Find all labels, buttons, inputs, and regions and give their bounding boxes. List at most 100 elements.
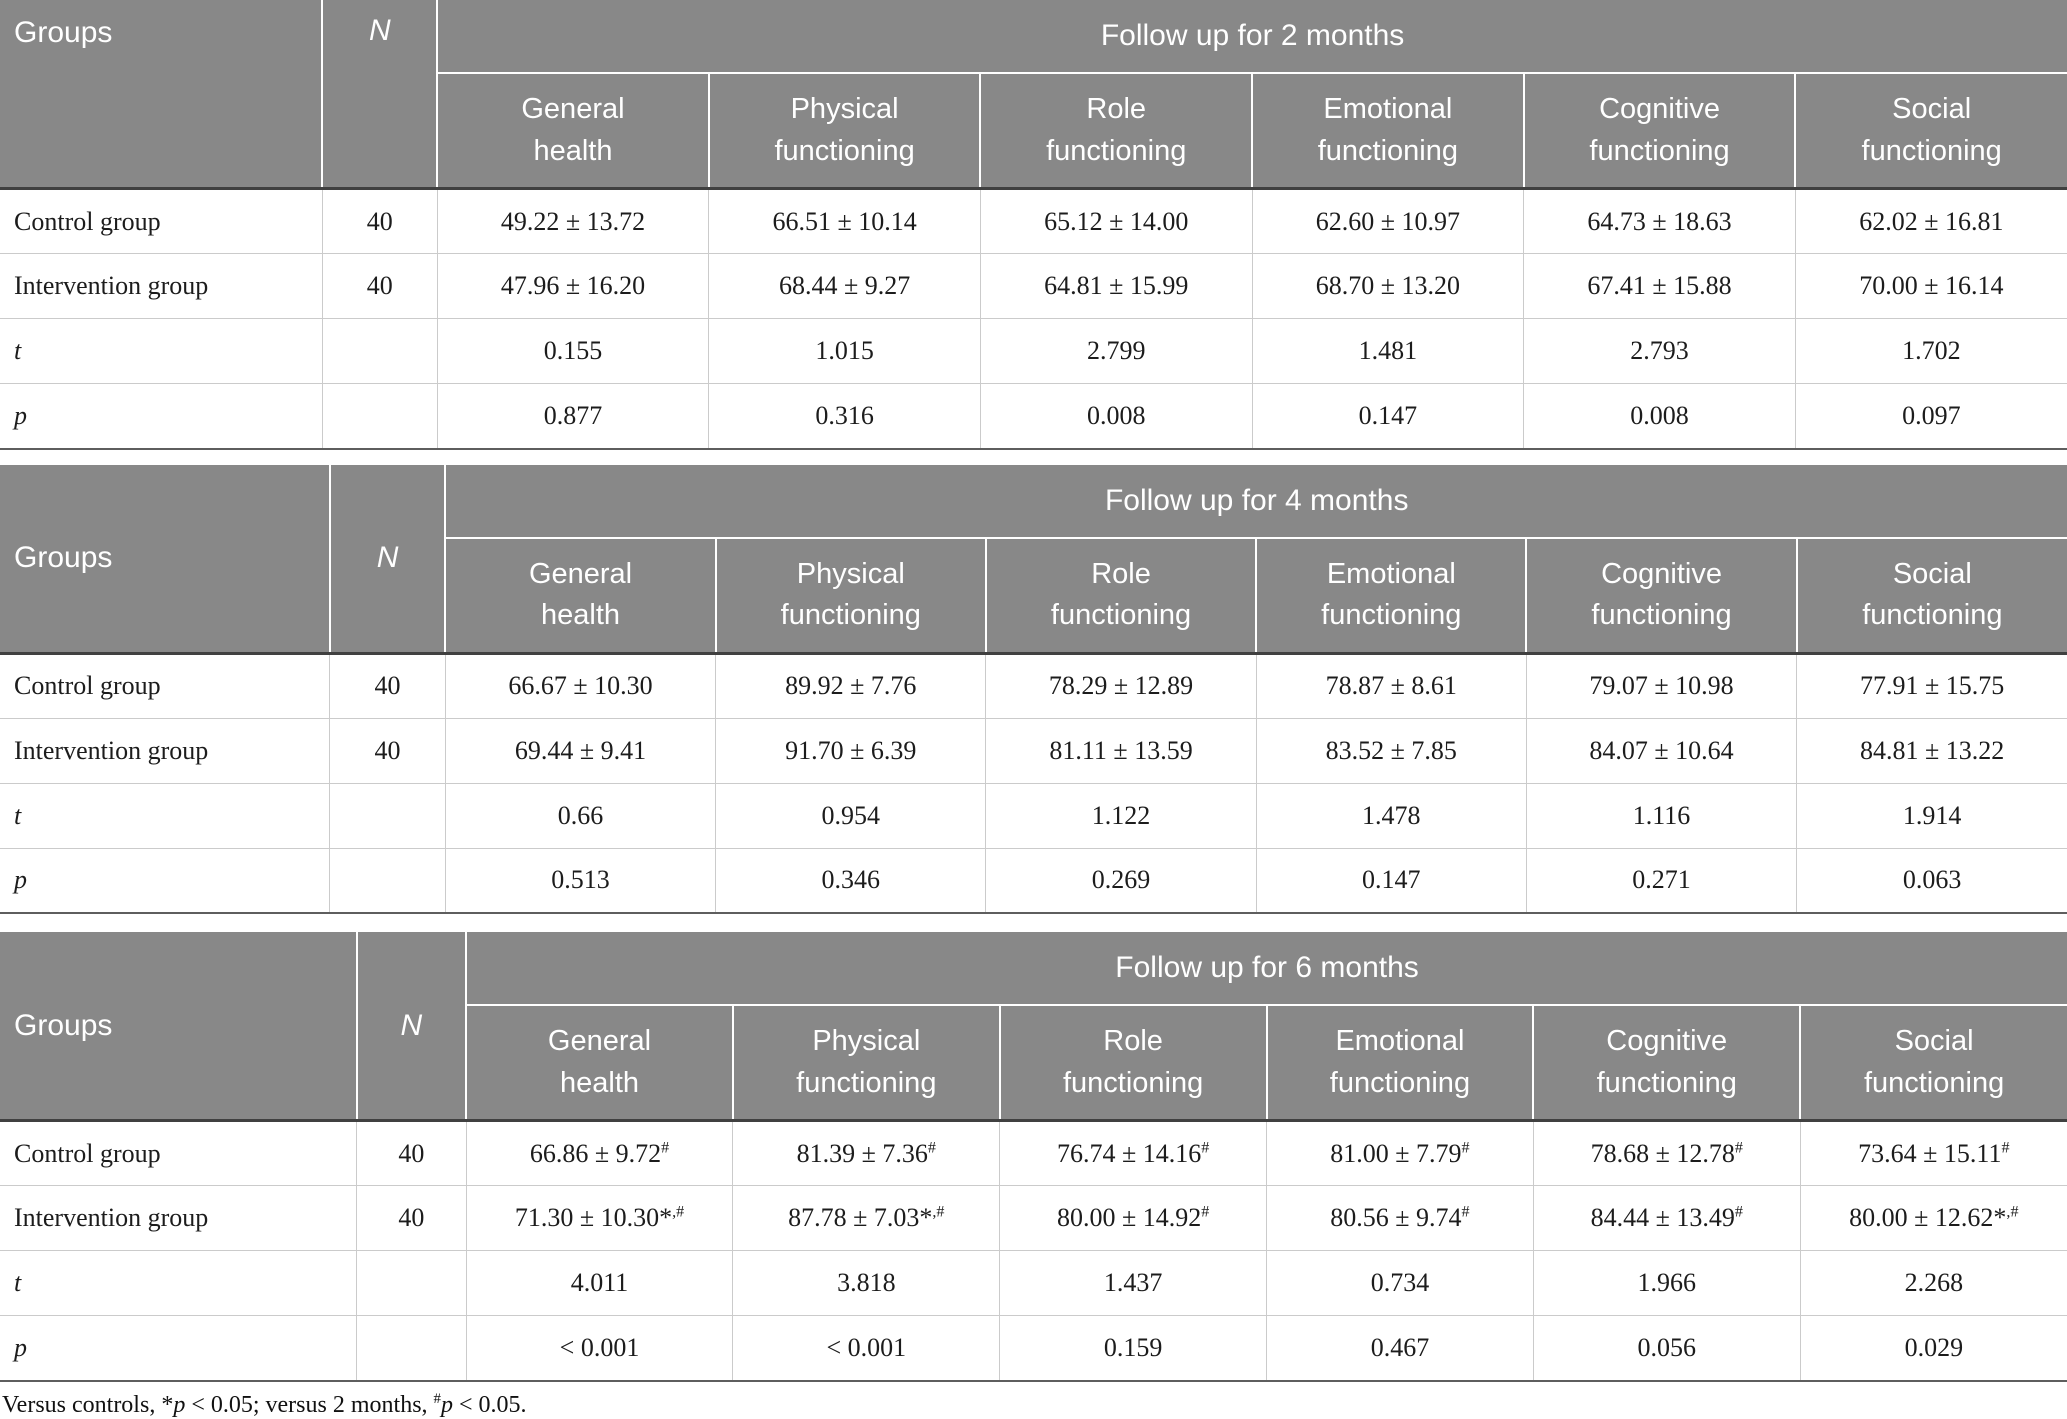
value-cell: 70.00 ± 16.14 — [1794, 253, 2067, 319]
measure-column-header: Physical functioning — [714, 537, 986, 655]
measure-column-label: Role functioning — [1062, 1025, 1204, 1099]
measure-header-row: General health Physical functioning Role f… — [0, 73, 2067, 190]
table-row: Intervention group 40 47.96 ± 16.20 68.44 ±… — [0, 253, 2067, 319]
value-cell: 66.86 ± 9.72# — [465, 1120, 733, 1186]
value-cell: < 0.001 — [732, 1315, 1000, 1382]
followup-title: Follow up for 2 months — [1100, 19, 1405, 52]
value-cell: 0.097 — [1794, 383, 2067, 450]
measure-column-label: Cognitive functioning — [1589, 93, 1730, 167]
groups-label: Groups — [14, 1008, 113, 1042]
value-cell: 1.481 — [1251, 318, 1524, 384]
measure-column-header: Emotional functioning — [1265, 1005, 1534, 1122]
value-cell: 0.346 — [715, 847, 986, 914]
measure-column-header: Role functioning — [984, 537, 1257, 655]
value-cell: < 0.001 — [465, 1315, 733, 1382]
groups-column-header: Groups — [0, 0, 323, 190]
table-row: Intervention group 40 69.44 ± 9.41 91.70 ± … — [0, 717, 2067, 783]
value-cell: 1.914 — [1796, 782, 2067, 848]
measure-column-header: Physical functioning — [731, 1005, 1000, 1122]
measure-column-label: Social functioning — [1862, 557, 2003, 631]
value-cell: 0.147 — [1251, 383, 1524, 450]
value-cell: 0.734 — [1266, 1250, 1534, 1316]
groups-label: Groups — [14, 541, 113, 574]
header-band-row: Groups N Follow up for 6 months — [0, 932, 2067, 1122]
tables-host: Groups N Follow up for 2 months General … — [0, 0, 2067, 1382]
table-row: Control group 40 49.22 ± 13.72 66.51 ± 10.1… — [0, 188, 2067, 254]
measure-column-label: Cognitive functioning — [1596, 1025, 1737, 1099]
value-cell: 84.81 ± 13.22 — [1796, 717, 2067, 783]
row-label: t — [0, 318, 323, 384]
value-cell: 1.116 — [1525, 782, 1797, 848]
value-cell: 0.877 — [436, 383, 709, 450]
header-band-row: Groups N Follow up for 4 months — [0, 464, 2067, 655]
measure-column-header: General health — [436, 73, 709, 190]
value-cell: 67.41 ± 15.88 — [1523, 253, 1796, 319]
n-cell — [356, 1315, 467, 1382]
followup-title: Follow up for 4 months — [1104, 483, 1409, 517]
value-cell: 78.29 ± 12.89 — [985, 652, 1257, 718]
measure-column-header: Role functioning — [998, 1005, 1267, 1122]
n-label: N — [368, 14, 391, 47]
measure-column-header: Cognitive functioning — [1525, 537, 1797, 655]
value-cell: 84.07 ± 10.64 — [1525, 717, 1797, 783]
value-cell: 0.159 — [999, 1315, 1267, 1382]
table-row: Intervention group 40 71.30 ± 10.30*,# 87.7… — [0, 1185, 2067, 1251]
value-cell: 0.155 — [436, 318, 709, 384]
value-cell: 0.056 — [1532, 1315, 1801, 1382]
value-cell: 81.11 ± 13.59 — [985, 717, 1257, 783]
row-label: p — [0, 1315, 357, 1382]
measure-column-label: Physical functioning — [780, 557, 921, 631]
measure-column-label: Emotional functioning — [1317, 93, 1459, 167]
value-cell: 0.271 — [1525, 847, 1797, 914]
value-cell: 64.81 ± 15.99 — [979, 253, 1253, 319]
followup-table-followup-6-months: Groups N Follow up for 6 months General … — [0, 932, 2067, 1382]
row-label: Intervention group — [0, 717, 330, 783]
followup-span-header: Follow up for 2 months — [436, 0, 2067, 74]
measure-header-row: General health Physical functioning Role f… — [0, 1005, 2067, 1122]
value-cell: 62.02 ± 16.81 — [1794, 188, 2067, 254]
value-cell: 0.467 — [1266, 1315, 1534, 1382]
value-cell: 1.437 — [999, 1250, 1267, 1316]
value-cell: 66.67 ± 10.30 — [444, 652, 716, 718]
measure-column-header: Emotional functioning — [1255, 537, 1527, 655]
value-cell: 65.12 ± 14.00 — [979, 188, 1253, 254]
value-cell: 0.66 — [444, 782, 716, 848]
measure-column-header: Emotional functioning — [1251, 73, 1524, 190]
n-cell: 40 — [329, 652, 446, 718]
value-cell: 1.478 — [1255, 782, 1527, 848]
followup-span-header: Follow up for 4 months — [444, 464, 2067, 539]
n-label: N — [376, 541, 399, 574]
measure-column-header: Cognitive functioning — [1532, 1005, 1801, 1122]
value-cell: 81.00 ± 7.79# — [1266, 1120, 1534, 1186]
n-cell — [321, 383, 438, 450]
value-cell: 1.702 — [1794, 318, 2067, 384]
measure-column-header: General health — [465, 1005, 733, 1122]
value-cell: 76.74 ± 14.16# — [999, 1120, 1267, 1186]
value-cell: 79.07 ± 10.98 — [1525, 652, 1797, 718]
value-cell: 2.799 — [979, 318, 1253, 384]
value-cell: 2.268 — [1799, 1250, 2067, 1316]
measure-column-label: Social functioning — [1861, 93, 2002, 167]
footnote: Versus controls, *p < 0.05; versus 2 mon… — [2, 1390, 527, 1418]
groups-column-header: Groups — [0, 932, 357, 1122]
n-cell: 40 — [356, 1120, 467, 1186]
n-column-header: N — [328, 464, 446, 655]
value-cell: 47.96 ± 16.20 — [436, 253, 709, 319]
value-cell: 1.015 — [708, 318, 981, 384]
value-cell: 0.029 — [1799, 1315, 2067, 1382]
n-column-header: N — [355, 932, 467, 1122]
row-label: t — [0, 1250, 357, 1316]
table-row: Control group 40 66.86 ± 9.72# 81.39 ± 7.36… — [0, 1120, 2067, 1186]
table-body: Control group 40 66.67 ± 10.30 89.92 ± 7.76… — [0, 652, 2067, 914]
row-label: Control group — [0, 188, 323, 254]
value-cell: 80.00 ± 12.62*,# — [1799, 1185, 2067, 1251]
measure-column-header: Role functioning — [979, 73, 1253, 190]
value-cell: 68.70 ± 13.20 — [1251, 253, 1524, 319]
value-cell: 73.64 ± 15.11# — [1799, 1120, 2067, 1186]
value-cell: 4.011 — [465, 1250, 733, 1316]
value-cell: 84.44 ± 13.49# — [1532, 1185, 1801, 1251]
measure-column-header: Cognitive functioning — [1522, 73, 1796, 190]
table-row: p 0.877 0.316 0.008 0.147 0.008 0.097 — [0, 383, 2067, 450]
measure-column-label: Role functioning — [1046, 93, 1187, 167]
